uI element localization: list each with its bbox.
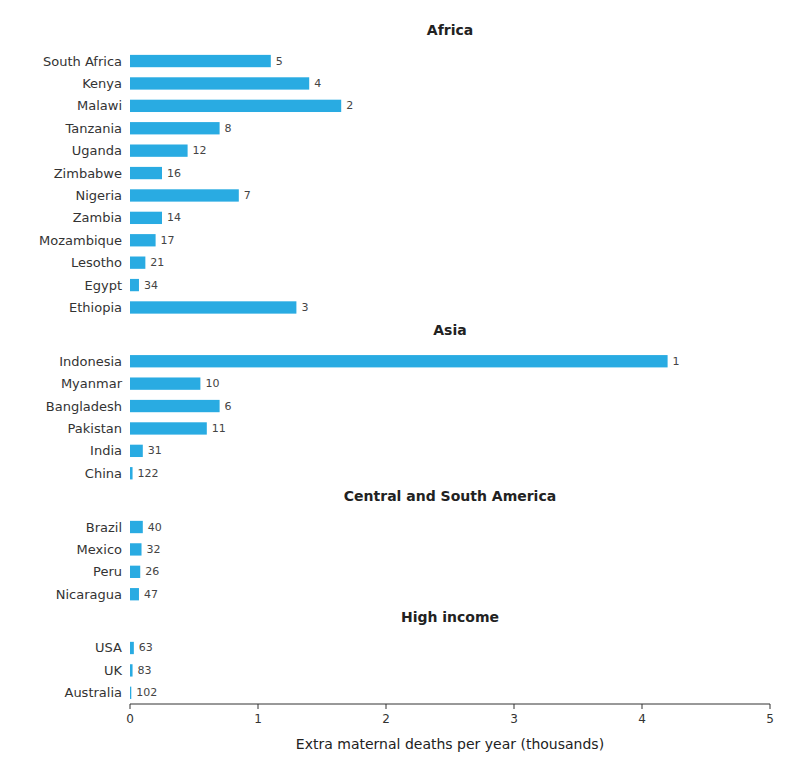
bar xyxy=(130,301,296,313)
category-label: USA xyxy=(95,640,122,655)
category-label: Tanzania xyxy=(64,121,122,136)
rank-label: 7 xyxy=(244,189,251,202)
x-tick xyxy=(386,704,387,709)
category-label: China xyxy=(85,466,122,481)
x-tick xyxy=(130,704,131,709)
category-label: India xyxy=(90,443,122,458)
rank-label: 11 xyxy=(212,422,226,435)
x-tick-label: 3 xyxy=(510,712,518,726)
rank-label: 83 xyxy=(138,664,152,677)
x-tick-label: 4 xyxy=(638,712,646,726)
x-tick-label: 1 xyxy=(254,712,262,726)
bar xyxy=(130,521,143,533)
x-tick xyxy=(770,704,771,709)
bar xyxy=(130,189,239,201)
x-tick xyxy=(514,704,515,709)
rank-label: 122 xyxy=(138,467,159,480)
bar xyxy=(130,212,162,224)
rank-label: 5 xyxy=(276,55,283,68)
bar xyxy=(130,279,139,291)
rank-label: 63 xyxy=(139,641,153,654)
bar xyxy=(130,257,145,269)
x-tick-label: 5 xyxy=(766,712,774,726)
x-tick-label: 0 xyxy=(126,712,134,726)
rank-label: 26 xyxy=(145,565,159,578)
x-axis: 0 1 2 3 4 5 Extra maternal deaths per year (th… xyxy=(126,704,774,752)
bar xyxy=(130,77,309,89)
chart: Africa South Africa 5 Kenya 4 Malawi 2 Tanzania… xyxy=(0,0,800,766)
rank-label: 6 xyxy=(225,400,232,413)
bar xyxy=(130,467,133,479)
category-label: Australia xyxy=(64,685,122,700)
rank-label: 3 xyxy=(301,301,308,314)
group-header: Central and South America xyxy=(344,488,556,504)
category-label: Indonesia xyxy=(59,354,122,369)
rank-label: 17 xyxy=(161,234,175,247)
category-label: Uganda xyxy=(72,143,122,158)
category-label: Brazil xyxy=(86,520,122,535)
group-header: High income xyxy=(401,609,499,625)
category-label: Nicaragua xyxy=(56,587,122,602)
category-label: Bangladesh xyxy=(46,399,122,414)
bar xyxy=(130,664,133,676)
rank-label: 47 xyxy=(144,588,158,601)
bar xyxy=(130,377,200,389)
category-label: Egypt xyxy=(84,278,122,293)
labels: Africa South Africa 5 Kenya 4 Malawi 2 Tanzania… xyxy=(39,22,680,701)
category-label: UK xyxy=(104,663,123,678)
rank-label: 40 xyxy=(148,521,162,534)
category-label: Myanmar xyxy=(61,376,123,391)
category-label: South Africa xyxy=(43,54,122,69)
bar xyxy=(130,445,143,457)
x-axis-label: Extra maternal deaths per year (thousand… xyxy=(296,736,604,752)
rank-label: 31 xyxy=(148,444,162,457)
rank-label: 8 xyxy=(225,122,232,135)
rank-label: 1 xyxy=(673,355,680,368)
bars xyxy=(130,55,668,699)
rank-label: 4 xyxy=(314,77,321,90)
bar xyxy=(130,122,220,134)
category-label: Mexico xyxy=(77,542,122,557)
bar xyxy=(130,167,162,179)
category-label: Kenya xyxy=(82,76,122,91)
rank-label: 34 xyxy=(144,279,158,292)
category-label: Lesotho xyxy=(71,255,122,270)
bar xyxy=(130,355,668,367)
x-tick xyxy=(642,704,643,709)
bar xyxy=(130,687,131,699)
group-header: Asia xyxy=(433,322,466,338)
category-label: Zimbabwe xyxy=(54,166,122,181)
rank-label: 16 xyxy=(167,167,181,180)
bar xyxy=(130,100,341,112)
rank-label: 32 xyxy=(147,543,161,556)
x-tick xyxy=(258,704,259,709)
category-label: Peru xyxy=(93,564,122,579)
bar xyxy=(130,543,142,555)
rank-label: 2 xyxy=(346,99,353,112)
category-label: Zambia xyxy=(73,210,122,225)
x-axis-line xyxy=(130,704,770,705)
bar xyxy=(130,566,140,578)
bar xyxy=(130,588,139,600)
bar xyxy=(130,422,207,434)
bar xyxy=(130,55,271,67)
category-label: Malawi xyxy=(77,98,122,113)
category-label: Mozambique xyxy=(39,233,122,248)
rank-label: 10 xyxy=(205,377,219,390)
group-header: Africa xyxy=(427,22,473,38)
bar xyxy=(130,400,220,412)
rank-label: 14 xyxy=(167,211,181,224)
bar xyxy=(130,144,188,156)
category-label: Nigeria xyxy=(75,188,122,203)
x-tick-label: 2 xyxy=(382,712,390,726)
bar xyxy=(130,234,156,246)
rank-label: 102 xyxy=(136,686,157,699)
rank-label: 21 xyxy=(150,256,164,269)
category-label: Pakistan xyxy=(68,421,122,436)
category-label: Ethiopia xyxy=(69,300,122,315)
rank-label: 12 xyxy=(193,144,207,157)
bar xyxy=(130,642,134,654)
